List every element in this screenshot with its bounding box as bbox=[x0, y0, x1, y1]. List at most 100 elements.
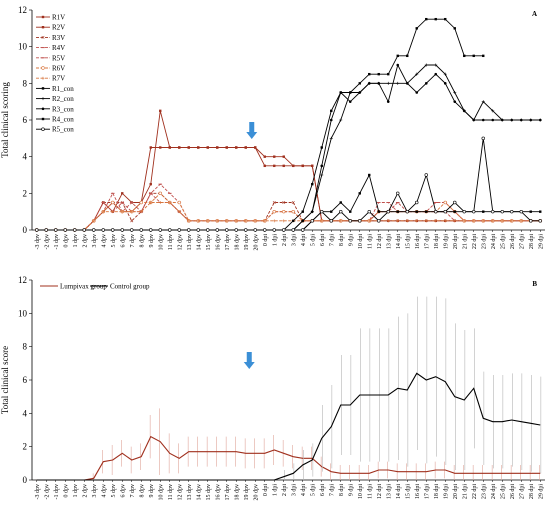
y-tick-label: 6 bbox=[23, 375, 28, 385]
x-tick-label: 19 dpi bbox=[443, 484, 449, 500]
data-point bbox=[453, 27, 456, 30]
x-tick-label: 28 dpi bbox=[529, 484, 535, 500]
y-tick-label: 8 bbox=[23, 342, 28, 352]
x-tick-label: 18 dpi bbox=[434, 234, 440, 250]
x-tick-label: 0 dpv bbox=[63, 484, 69, 498]
data-point bbox=[538, 219, 542, 223]
data-point bbox=[291, 228, 295, 232]
series-R5_con bbox=[35, 136, 542, 232]
x-tick-label: 11 dpi bbox=[367, 484, 373, 499]
panel-label: B bbox=[532, 280, 537, 288]
data-point bbox=[396, 63, 400, 67]
x-tick-label: 6 dpv bbox=[120, 234, 126, 248]
data-point bbox=[349, 210, 352, 213]
legend-label: Lumpivax group bbox=[60, 283, 107, 291]
legend-entry: R7V bbox=[36, 75, 65, 83]
x-tick-label: 13 dpi bbox=[386, 234, 392, 250]
data-point bbox=[244, 228, 248, 232]
legend-label: R1V bbox=[52, 14, 65, 22]
x-tick-label: 15 dpi bbox=[405, 234, 411, 250]
x-tick-label: 0 dpi bbox=[263, 234, 269, 247]
data-point bbox=[177, 200, 181, 205]
x-tick-label: 9 dpv bbox=[149, 234, 155, 248]
data-point bbox=[320, 209, 324, 214]
data-point bbox=[453, 219, 457, 223]
series-R5V bbox=[34, 183, 543, 231]
x-tick-label: 23 dpi bbox=[481, 484, 487, 500]
y-tick-label: 10 bbox=[18, 42, 28, 52]
legend: Lumpivax group Control group bbox=[40, 283, 150, 291]
data-point bbox=[225, 219, 229, 223]
data-point bbox=[472, 219, 476, 223]
x-tick-label: 15 dpv bbox=[206, 234, 212, 251]
data-point bbox=[101, 228, 105, 232]
y-tick-label: 2 bbox=[23, 188, 28, 198]
data-point bbox=[396, 81, 400, 85]
data-point bbox=[234, 228, 238, 232]
data-point bbox=[329, 136, 333, 140]
series-line bbox=[36, 183, 541, 231]
data-point bbox=[234, 219, 238, 223]
panel-label: A bbox=[532, 10, 537, 18]
data-point bbox=[367, 82, 371, 85]
x-tick-label: 5 dpi bbox=[310, 234, 316, 247]
data-point bbox=[491, 109, 495, 113]
x-tick-label: 26 dpi bbox=[510, 484, 516, 500]
x-tick-label: 18 dpv bbox=[234, 234, 240, 251]
data-point bbox=[443, 219, 447, 223]
data-point bbox=[386, 209, 390, 214]
data-point bbox=[130, 228, 134, 232]
data-point bbox=[44, 228, 48, 232]
x-tick-label: 9 dpi bbox=[348, 484, 354, 497]
x-tick-label: 20 dpv bbox=[253, 234, 259, 251]
series-line bbox=[36, 138, 541, 231]
data-point bbox=[368, 173, 371, 177]
series-line bbox=[36, 372, 541, 481]
data-point bbox=[406, 54, 409, 58]
series-R7V bbox=[35, 201, 542, 232]
data-point bbox=[320, 146, 323, 149]
data-point bbox=[310, 219, 314, 223]
x-tick-label: 6 dpi bbox=[320, 234, 326, 247]
series-R3_con bbox=[35, 63, 542, 232]
x-tick-label: 1 dpi bbox=[272, 484, 278, 497]
data-point bbox=[263, 164, 266, 168]
x-tick-label: 19 dpi bbox=[443, 234, 449, 250]
x-tick-label: 7 dpi bbox=[329, 484, 335, 497]
x-tick-label: 5 dpi bbox=[310, 484, 316, 497]
x-tick-label: 29 dpi bbox=[538, 234, 544, 250]
data-point bbox=[168, 146, 171, 149]
data-point bbox=[500, 118, 504, 122]
data-point bbox=[425, 210, 428, 213]
data-point bbox=[377, 210, 380, 213]
data-point bbox=[63, 228, 67, 232]
legend-marker bbox=[41, 35, 45, 39]
x-tick-label: 4 dpi bbox=[301, 234, 307, 247]
data-point bbox=[149, 182, 152, 186]
data-point bbox=[415, 200, 419, 205]
x-tick-label: 1 dpv bbox=[73, 484, 79, 498]
data-point bbox=[263, 228, 267, 232]
data-point bbox=[158, 228, 162, 232]
x-tick-label: 20 dpi bbox=[453, 234, 459, 250]
x-tick-label: 22 dpi bbox=[472, 484, 478, 500]
x-tick-label: 13 dpi bbox=[386, 484, 392, 500]
legend-label: R4_con bbox=[52, 116, 74, 124]
data-point bbox=[510, 209, 514, 214]
data-point bbox=[481, 219, 485, 223]
x-tick-label: 8 dpv bbox=[139, 234, 145, 248]
x-tick-label: -1 dpv bbox=[54, 234, 60, 250]
x-tick-label: 17 dpi bbox=[424, 234, 430, 250]
data-point bbox=[519, 118, 523, 122]
data-point bbox=[424, 63, 428, 67]
data-point bbox=[386, 219, 390, 223]
data-point bbox=[244, 219, 248, 223]
data-point bbox=[282, 164, 285, 168]
data-point bbox=[168, 228, 172, 232]
x-tick-label: 14 dpi bbox=[396, 484, 402, 500]
legend-marker bbox=[41, 97, 45, 101]
data-point bbox=[463, 54, 466, 58]
legend-entry: R2V bbox=[36, 24, 65, 32]
data-point bbox=[291, 200, 295, 205]
x-tick-label: 7 dpv bbox=[130, 234, 136, 248]
